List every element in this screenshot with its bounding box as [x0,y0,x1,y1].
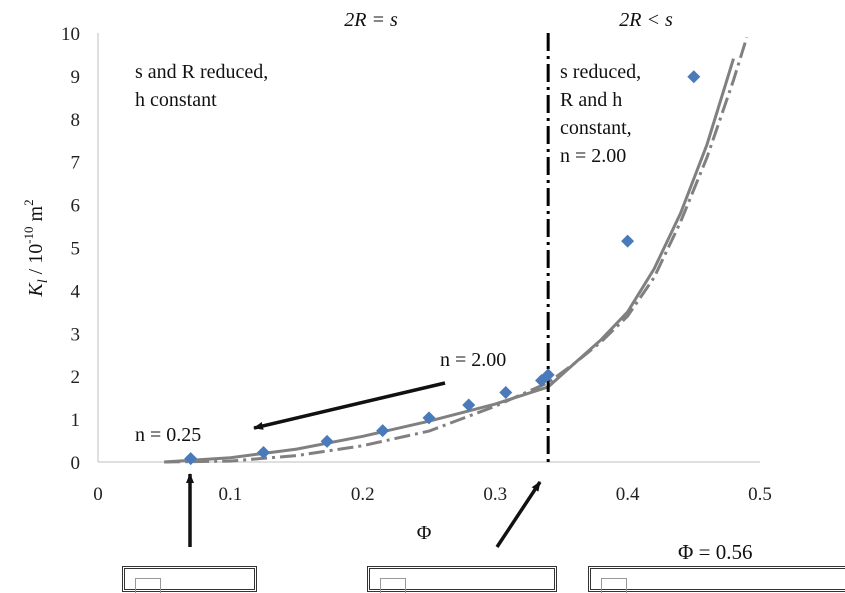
right-note-line4: n = 2.00 [560,145,626,167]
region-label-left: 2R = s [344,9,398,31]
x-tick-label: 0.3 [483,484,507,505]
structure-thumbnail-middle [367,566,557,593]
data-points [184,70,701,466]
phi-value-label: Φ = 0.56 [678,540,753,564]
x-tick-label: 0.1 [219,484,243,505]
x-axis-label: Φ [417,522,432,544]
right-note-line2: R and h [560,89,622,111]
n-lower-label: n = 0.25 [135,424,201,446]
solid-model-curve [164,58,735,464]
y-tick-label: 0 [71,453,81,474]
region-label-right: 2R < s [619,9,673,31]
y-tick-label: 1 [71,410,81,431]
data-point [621,234,635,248]
dash-dot-model-curve [164,36,749,464]
right-note-line3: constant, [560,117,632,139]
data-point [541,368,555,382]
y-tick-label: 5 [71,239,81,260]
x-tick-labels: 0 0.1 0.2 0.3 0.4 0.5 [93,484,772,505]
y-tick-label: 10 [61,24,80,45]
data-point [687,70,701,84]
y-axis-label: Kl / 10-10 m2 [21,199,51,297]
data-point [422,411,436,425]
y-tick-label: 6 [71,196,81,217]
x-tick-label: 0.5 [748,484,772,505]
data-point [462,398,476,412]
y-tick-label: 8 [71,110,81,131]
x-tick-label: 0 [93,484,103,505]
data-point [184,452,198,466]
right-note-line1: s reduced, [560,61,641,83]
data-point [257,446,270,460]
y-tick-label: 4 [71,281,81,302]
data-point [499,386,513,400]
data-point [376,424,390,438]
arrow-up-right [495,481,542,548]
structure-thumbnail-left [122,566,257,593]
y-tick-label: 3 [71,324,81,345]
y-tick-label: 7 [71,153,81,174]
data-point [320,434,334,448]
y-tick-label: 9 [71,67,81,88]
y-tick-labels: 0 1 2 3 4 5 6 7 8 9 10 [61,24,81,474]
x-tick-label: 0.4 [616,484,640,505]
x-tick-label: 0.2 [351,484,375,505]
n-upper-label: n = 2.00 [440,349,506,371]
y-tick-label: 2 [71,367,81,388]
structure-thumbnail-right [588,566,845,593]
left-note-line1: s and R reduced, [135,61,268,83]
arrow-to-n-lower [253,381,446,430]
left-note-line2: h constant [135,89,217,111]
